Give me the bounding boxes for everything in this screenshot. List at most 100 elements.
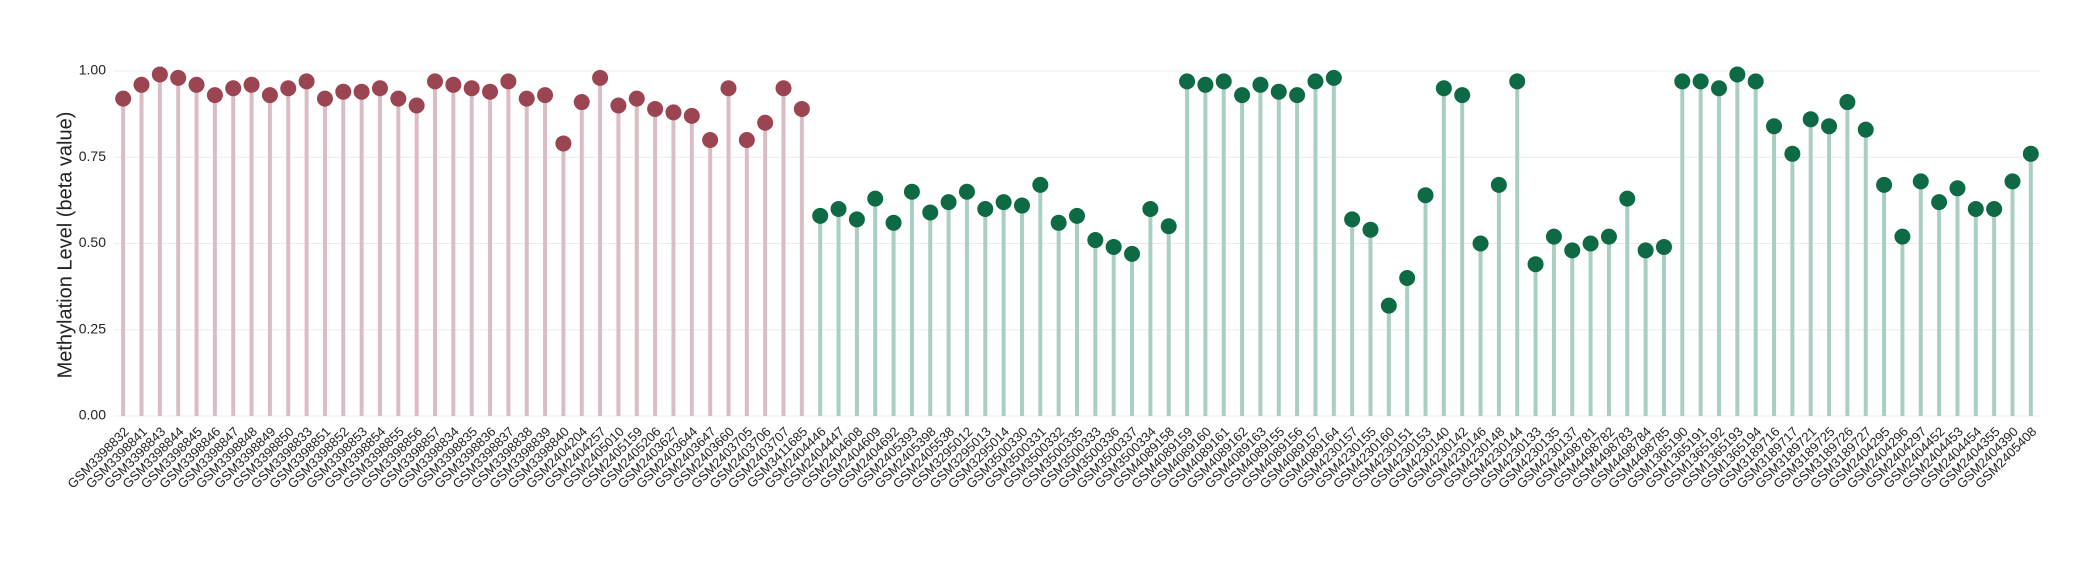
dot [261, 87, 278, 104]
dot [1600, 228, 1617, 245]
dot [647, 100, 664, 117]
dot [170, 69, 187, 86]
dot [1105, 238, 1122, 255]
dot [408, 97, 425, 114]
dot [1087, 232, 1104, 249]
dot [1160, 218, 1177, 235]
dot [115, 90, 132, 107]
dot [1802, 111, 1819, 128]
dot [1234, 87, 1251, 104]
dot [793, 100, 810, 117]
dot [1013, 197, 1030, 214]
dot [518, 90, 535, 107]
y-tick-label: 0.00 [79, 407, 106, 423]
dot [1986, 201, 2003, 217]
dot [683, 107, 700, 124]
dot [188, 76, 205, 93]
dot [830, 201, 847, 217]
dot [1472, 235, 1489, 252]
dot [500, 73, 517, 90]
y-axis-label: Methylation Level (beta value) [54, 112, 76, 379]
dot [225, 80, 242, 97]
dot [555, 135, 572, 152]
dot [573, 94, 590, 111]
dot [1637, 242, 1654, 259]
dot [628, 90, 645, 107]
dot [1912, 173, 1929, 190]
dot [903, 183, 920, 200]
dot [1344, 211, 1361, 228]
dot [1509, 73, 1526, 90]
dot [1179, 73, 1196, 90]
dot [390, 90, 407, 107]
dot [1032, 176, 1049, 193]
dot [482, 83, 499, 100]
dot [1050, 214, 1067, 231]
dot [958, 183, 975, 200]
dot [1582, 235, 1599, 252]
dot [1252, 76, 1269, 93]
dot [1821, 118, 1838, 135]
dot [867, 190, 884, 207]
dot [1289, 87, 1306, 104]
dot [610, 97, 627, 114]
dot [1967, 201, 1984, 217]
dot [757, 114, 774, 131]
dot [1307, 73, 1324, 90]
dot [1766, 118, 1783, 135]
dot [1124, 245, 1141, 262]
dot [445, 76, 462, 93]
dot [298, 73, 315, 90]
dot [1435, 80, 1452, 97]
dot [1380, 297, 1397, 314]
y-tick-label: 0.25 [79, 320, 106, 336]
dot [1949, 180, 1966, 197]
dot [1417, 187, 1434, 204]
dot [151, 66, 168, 83]
dot [940, 194, 957, 211]
dot [702, 132, 719, 148]
dot [995, 194, 1012, 211]
dot [1839, 94, 1856, 111]
dot [1674, 73, 1691, 90]
dot [1454, 87, 1471, 104]
dot [1362, 221, 1379, 238]
dot [243, 76, 260, 93]
dot [133, 76, 150, 93]
dot [1711, 80, 1727, 97]
dot [353, 83, 370, 100]
dot [371, 80, 388, 97]
dot [1857, 121, 1874, 138]
dot [427, 73, 443, 90]
dot [280, 80, 297, 97]
y-tick-label: 1.00 [79, 62, 106, 78]
dot [1527, 256, 1544, 273]
dot [922, 204, 939, 221]
dot [1399, 270, 1416, 286]
dot [592, 69, 609, 86]
dot [848, 211, 865, 228]
dot [1325, 69, 1342, 86]
dot [1545, 228, 1562, 245]
dot [738, 132, 755, 148]
dot [1894, 228, 1911, 245]
y-tick-label: 0.75 [79, 148, 106, 164]
dot [1655, 238, 1672, 255]
dot [1692, 73, 1709, 90]
dot [1069, 207, 1085, 224]
dot [885, 214, 902, 231]
dot [977, 201, 994, 217]
y-tick-label: 0.50 [79, 234, 106, 250]
dot [1619, 190, 1636, 207]
dot [1747, 73, 1764, 90]
dot [812, 207, 829, 224]
dot [1784, 145, 1801, 162]
dot [2022, 145, 2039, 162]
dot [463, 80, 480, 97]
dot [720, 80, 737, 97]
dot [1197, 76, 1214, 93]
dot [316, 90, 333, 107]
dot [1876, 176, 1893, 193]
dot [1490, 176, 1507, 193]
dot [1729, 66, 1746, 83]
